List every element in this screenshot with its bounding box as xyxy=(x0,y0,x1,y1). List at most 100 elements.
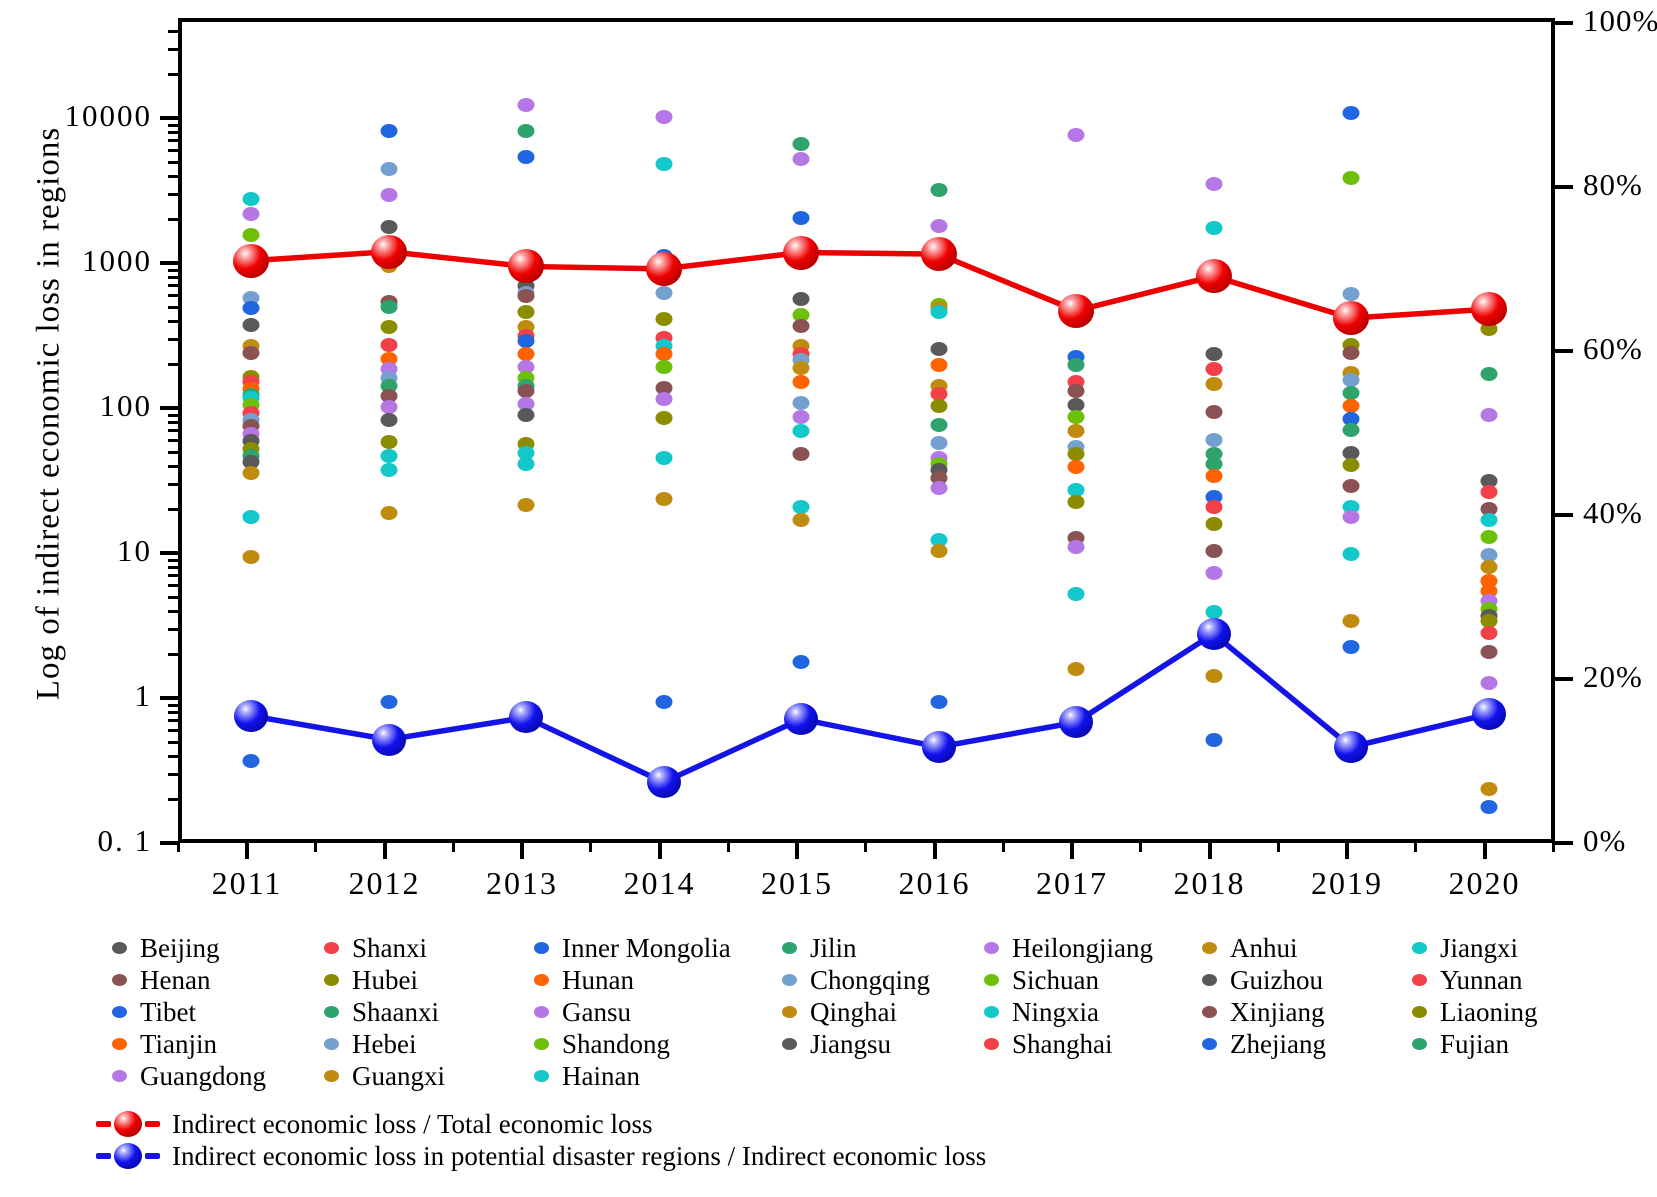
legend-label: Qinghai xyxy=(810,996,897,1027)
y-axis-major-tick xyxy=(160,696,178,700)
scatter-point xyxy=(1480,473,1497,488)
y-axis-minor-tick xyxy=(168,772,178,776)
scatter-point xyxy=(792,396,810,411)
y-axis-minor-tick xyxy=(168,131,178,135)
scatter-point xyxy=(930,342,947,357)
blue-line-marker xyxy=(234,699,268,732)
scatter-point xyxy=(792,361,810,376)
red-line-marker xyxy=(508,249,544,284)
x-axis-minor-tick xyxy=(1001,843,1005,852)
legend-item-gansu: Gansu xyxy=(534,996,782,1028)
scatter-point xyxy=(1205,732,1222,747)
scatter-point xyxy=(1342,373,1360,388)
legend-item-jiangxi: Jiangxi xyxy=(1412,932,1582,964)
y-axis-tick-label: 0. 1 xyxy=(97,823,152,858)
blue-line-marker xyxy=(1334,730,1368,763)
percent-axis-tick-label: 100% xyxy=(1583,3,1657,38)
series-legend-label: Indirect economic loss / Total economic … xyxy=(172,1108,653,1139)
scatter-point xyxy=(792,211,810,226)
legend-item-guizhou: Guizhou xyxy=(1202,964,1412,996)
scatter-point xyxy=(1342,411,1360,426)
scatter-point xyxy=(1342,446,1360,461)
red-line-marker xyxy=(783,235,819,270)
scatter-point xyxy=(517,397,535,412)
scatter-point xyxy=(930,418,947,433)
scatter-point xyxy=(1067,494,1085,509)
y-axis-minor-tick xyxy=(168,574,178,578)
blue-line-marker xyxy=(1059,706,1093,739)
scatter-point xyxy=(1342,458,1360,473)
legend-item-chongqing: Chongqing xyxy=(782,964,984,996)
scatter-point xyxy=(242,465,260,480)
y-axis-major-tick xyxy=(160,551,178,555)
x-axis-tick-label: 2012 xyxy=(348,865,421,901)
scatter-point xyxy=(655,311,672,326)
y-axis-minor-tick xyxy=(168,711,178,715)
legend-item-tibet: Tibet xyxy=(112,996,324,1028)
scatter-point xyxy=(792,410,810,425)
x-axis-minor-tick xyxy=(176,843,180,852)
scatter-point xyxy=(1480,407,1497,422)
y-axis-minor-tick xyxy=(168,149,178,153)
scatter-point xyxy=(380,299,397,314)
scatter-point xyxy=(517,97,535,112)
x-axis-major-tick xyxy=(1345,843,1349,859)
scatter-point xyxy=(1480,645,1497,660)
y-axis-minor-tick xyxy=(168,754,178,758)
scatter-point xyxy=(242,455,260,470)
scatter-point xyxy=(517,456,535,471)
scatter-point xyxy=(792,654,810,669)
y-axis-minor-tick xyxy=(168,268,178,272)
legend-label: Shanghai xyxy=(1012,1028,1113,1059)
scatter-point xyxy=(792,137,810,152)
legend-label: Beijing xyxy=(140,932,220,963)
y-axis-minor-tick xyxy=(168,439,178,443)
y-axis-major-tick xyxy=(160,116,178,120)
series-legend-label: Indirect economic loss in potential disa… xyxy=(172,1140,987,1171)
legend-label: Liaoning xyxy=(1440,996,1538,1027)
scatter-point xyxy=(1205,347,1222,362)
scatter-point xyxy=(655,410,672,425)
scatter-point xyxy=(517,123,535,138)
legend-dot-icon xyxy=(782,1038,797,1050)
scatter-point xyxy=(517,408,535,423)
blue-line-marker xyxy=(1471,698,1506,731)
scatter-point xyxy=(1205,220,1222,235)
scatter-point xyxy=(1205,516,1222,531)
y-axis-minor-tick xyxy=(168,558,178,562)
scatter-point xyxy=(930,480,947,495)
legend-dot-icon xyxy=(112,1038,127,1050)
legend-item-zhejiang: Zhejiang xyxy=(1202,1028,1412,1060)
x-axis-major-tick xyxy=(657,843,662,859)
scatter-point xyxy=(792,512,810,527)
y-axis-minor-tick xyxy=(168,450,178,454)
y-axis-minor-tick xyxy=(168,337,178,341)
scatter-point xyxy=(1480,529,1497,544)
scatter-point xyxy=(1205,376,1222,391)
y-axis-tick-label: 1 xyxy=(134,678,152,713)
scatter-point xyxy=(517,333,535,348)
legend-label: Shaanxi xyxy=(352,996,439,1027)
scatter-point xyxy=(1067,383,1085,398)
red-line-marker-icon xyxy=(96,1111,172,1137)
blue-line-marker-icon xyxy=(96,1143,172,1169)
y-axis-minor-tick xyxy=(168,47,178,51)
y-axis-minor-tick xyxy=(168,595,178,599)
percent-axis-major-tick xyxy=(1555,185,1573,189)
scatter-point xyxy=(1067,661,1085,676)
scatter-point xyxy=(1480,799,1497,814)
legend-label: Fujian xyxy=(1440,1028,1510,1059)
x-axis-major-tick xyxy=(382,843,387,859)
blue-line-marker xyxy=(371,723,406,756)
scatter-point xyxy=(1342,546,1360,561)
scatter-point xyxy=(380,695,397,709)
y-axis-major-tick xyxy=(160,406,178,410)
legend-item-xinjiang: Xinjiang xyxy=(1202,996,1412,1028)
scatter-point xyxy=(1205,489,1222,504)
x-axis-minor-tick xyxy=(726,843,730,852)
percent-axis-major-tick xyxy=(1555,349,1573,353)
x-axis-tick-label: 2019 xyxy=(1311,865,1383,901)
y-axis-minor-tick xyxy=(168,566,178,570)
scatter-point xyxy=(517,383,535,398)
percent-axis-major-tick xyxy=(1555,677,1573,681)
